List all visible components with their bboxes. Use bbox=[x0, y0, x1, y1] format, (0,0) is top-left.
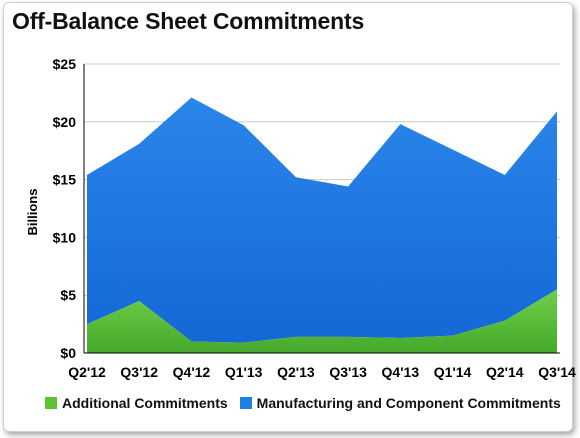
x-tick-label: Q2'13 bbox=[277, 364, 315, 380]
legend-label-manufacturing: Manufacturing and Component Commitments bbox=[256, 395, 561, 411]
area-additional-commitments bbox=[87, 289, 557, 353]
legend-item-manufacturing: Manufacturing and Component Commitments bbox=[239, 395, 561, 411]
y-tick-label: $0 bbox=[60, 345, 76, 361]
y-tick-label: $25 bbox=[53, 56, 77, 72]
y-tick-label: $10 bbox=[53, 229, 77, 245]
legend-swatch-additional bbox=[45, 397, 57, 409]
x-tick-label: Q3'13 bbox=[329, 364, 367, 380]
x-tick-label: Q4'13 bbox=[382, 364, 420, 380]
legend-item-additional: Additional Commitments bbox=[45, 395, 228, 411]
x-tick-label: Q2'12 bbox=[68, 364, 106, 380]
x-tick-label: Q1'13 bbox=[225, 364, 263, 380]
y-tick-label: $5 bbox=[60, 287, 76, 303]
y-tick-label: $15 bbox=[53, 172, 77, 188]
area-manufacturing-commitments bbox=[87, 97, 557, 343]
legend-label-additional: Additional Commitments bbox=[62, 395, 228, 411]
legend: Additional Commitments Manufacturing and… bbox=[45, 395, 561, 411]
x-tick-label: Q3'14 bbox=[538, 364, 576, 380]
x-tick-label: Q4'12 bbox=[173, 364, 211, 380]
y-tick-label: $20 bbox=[53, 114, 77, 130]
legend-swatch-manufacturing bbox=[239, 397, 252, 409]
chart-title: Off-Balance Sheet Commitments bbox=[12, 8, 365, 34]
x-tick-label: Q3'12 bbox=[120, 364, 158, 380]
y-axis-label: Billions bbox=[25, 189, 40, 236]
x-tick-label: Q2'14 bbox=[486, 364, 524, 380]
x-tick-label: Q1'14 bbox=[434, 364, 472, 380]
